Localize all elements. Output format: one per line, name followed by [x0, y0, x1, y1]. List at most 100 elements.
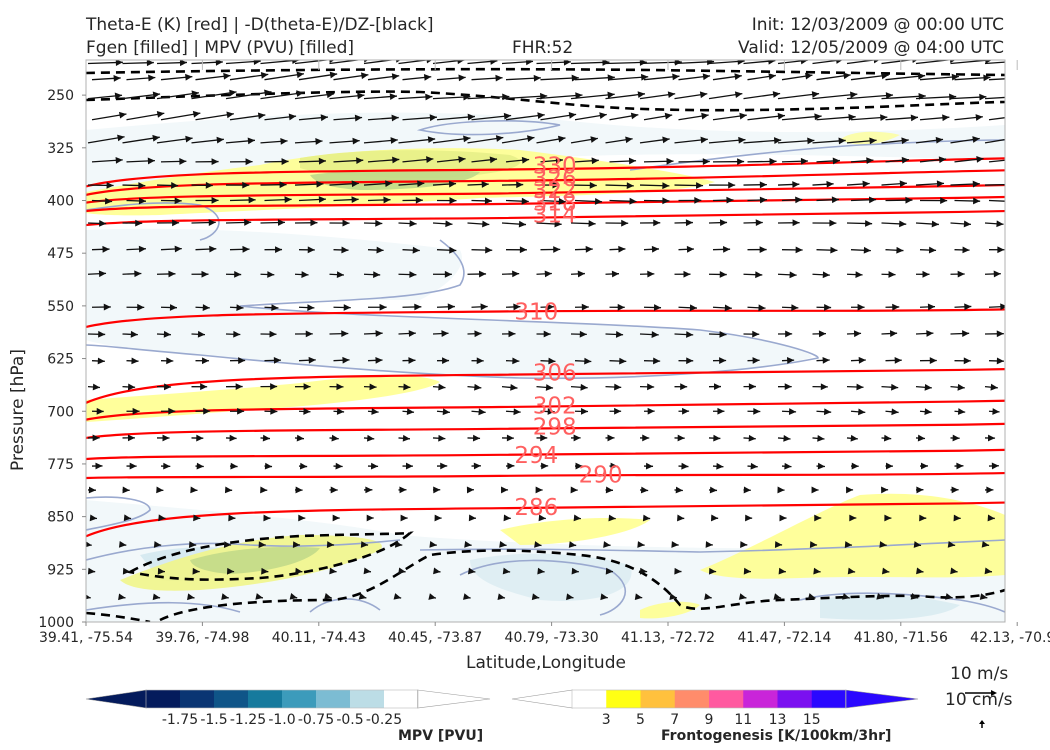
wind-arrow-head	[163, 462, 171, 470]
wind-arrow-head	[899, 220, 907, 228]
wind-arrow-head	[983, 74, 991, 82]
wind-arrow-head	[1010, 135, 1017, 142]
wind-arrow-head	[270, 407, 278, 415]
wind-arrow-head	[332, 514, 340, 522]
wind-arrow-head	[993, 270, 1001, 278]
wind-arrow-head	[719, 357, 727, 364]
wind-arrow-head	[449, 246, 457, 254]
wind-arrow-head	[789, 271, 797, 279]
wind-arrow-head	[758, 304, 766, 312]
wind-arrow-head	[857, 303, 865, 311]
wind-arrow-head	[599, 112, 607, 119]
wind-arrow-head	[927, 303, 936, 311]
wind-arrow-head	[262, 434, 271, 442]
wind-arrow-head	[391, 73, 400, 81]
wind-arrow-shaft	[363, 60, 396, 65]
wind-arrow-head	[991, 462, 999, 470]
wind-arrow-head	[315, 138, 323, 145]
wind-arrow-head	[156, 486, 164, 494]
wind-arrow-head	[817, 462, 825, 470]
wind-arrow-head	[554, 220, 562, 228]
wind-arrow-head	[499, 541, 507, 548]
wind-arrow-head	[573, 434, 581, 442]
wind-arrow-head	[152, 593, 161, 601]
wind-arrow-head	[759, 246, 767, 253]
colorbar-swatch	[640, 690, 676, 708]
wind-arrow-head	[1012, 113, 1019, 120]
wind-arrow-head	[292, 541, 301, 549]
wind-arrow-head	[103, 303, 111, 311]
wind-arrow-head	[546, 303, 555, 311]
wind-arrow-head	[743, 567, 751, 575]
wind-arrow-head	[202, 304, 210, 311]
wind-arrow-head	[138, 197, 147, 205]
wind-arrow-head	[996, 330, 1004, 338]
colorbar-swatch	[214, 690, 249, 708]
wind-arrow-head	[502, 567, 511, 575]
wind-arrow-head	[463, 593, 471, 600]
colorbar-extend-left	[511, 689, 573, 709]
wind-arrow-head	[389, 93, 397, 100]
wind-arrow-head	[972, 180, 980, 188]
frontogenesis-colorbar: 3 5 7 9 11 13 15	[511, 689, 919, 728]
wind-arrow-head	[807, 137, 815, 145]
wind-arrow-head	[981, 540, 990, 548]
wind-arrow-head	[408, 330, 416, 337]
wind-arrow-head	[295, 486, 303, 494]
colorbar-swatch	[180, 690, 215, 708]
wind-arrow-head	[1018, 58, 1025, 65]
wind-arrow-head	[987, 514, 995, 522]
wind-arrow-head	[634, 593, 643, 601]
wind-arrow-head	[681, 462, 689, 470]
wind-arrow-head	[653, 219, 661, 227]
wind-arrow-head	[949, 60, 956, 64]
wind-arrow-head	[705, 541, 713, 548]
theta-e-line	[86, 471, 1005, 480]
wind-arrow-head	[891, 383, 899, 391]
wind-arrow-head	[820, 383, 828, 391]
x-tick-label: 40.79, -73.30	[505, 630, 599, 646]
wind-arrow-head	[1007, 181, 1014, 188]
wind-arrow-head	[686, 357, 694, 365]
wind-arrow-head	[138, 245, 147, 253]
wind-arrow-head	[440, 462, 448, 470]
wind-arrow-head	[169, 304, 177, 311]
y-tick-label: 850	[47, 510, 74, 526]
wind-arrow-head	[848, 113, 856, 121]
wind-arrow-head	[651, 331, 659, 338]
wind-arrow-head	[280, 137, 288, 145]
wind-arrow-head	[449, 197, 457, 204]
wind-arrow-head	[406, 408, 415, 416]
colorbar-extend-left	[85, 689, 147, 709]
wind-arrow-head	[226, 567, 235, 575]
wind-arrow-head	[211, 197, 219, 204]
wind-arrow-head	[709, 486, 718, 494]
wind-arrow-head	[996, 220, 1004, 228]
wind-arrow-head	[168, 407, 176, 415]
theta-e-label: 318	[533, 191, 577, 217]
wind-arrow-head	[829, 219, 837, 227]
theta-e-line	[86, 183, 1005, 204]
wind-arrow-head	[672, 73, 680, 81]
wind-arrow-head	[957, 383, 965, 391]
mpv-colorbar: -1.75 -1.5 -1.25 -1.0 -0.75 -0.5 -0.25	[85, 689, 491, 728]
wind-arrow-head	[591, 157, 599, 165]
wind-arrow-shaft	[988, 78, 1005, 81]
wind-arrow-head	[577, 270, 585, 278]
wind-arrow-head	[113, 74, 121, 82]
wind-arrow-head	[773, 137, 782, 144]
wind-arrow-head	[984, 567, 992, 575]
wind-arrow-head	[926, 330, 934, 337]
colorbar-extend-right	[845, 689, 919, 709]
wind-arrow-head	[706, 60, 715, 66]
wind-arrow-head	[700, 136, 708, 144]
wind-arrow-head	[1013, 156, 1020, 163]
wind-arrow-head	[1014, 75, 1021, 82]
wind-arrow-head	[429, 114, 437, 122]
theta-e-line	[86, 422, 1005, 440]
wind-arrow-head	[662, 197, 670, 205]
wind-arrow-head	[255, 593, 263, 600]
wind-arrow-head	[866, 157, 874, 165]
wind-arrow-head	[444, 270, 452, 278]
wind-arrow-head	[605, 486, 614, 494]
